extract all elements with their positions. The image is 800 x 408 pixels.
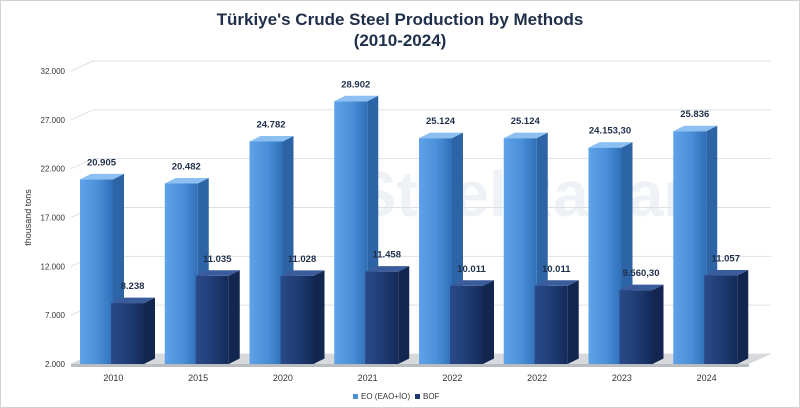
floor-front — [71, 364, 749, 367]
data-label-bof: 10.011 — [457, 264, 486, 275]
x-axis-categories: 2010 2015 2020 2021 2022 2022 2023 2024 — [103, 373, 716, 383]
x-category-label: 2015 — [188, 373, 208, 383]
bar-front — [80, 179, 113, 364]
bar-front — [619, 290, 653, 364]
legend-swatch-eo — [353, 394, 358, 399]
bar-side — [144, 297, 155, 364]
bar-top — [365, 266, 410, 272]
bar-bof — [450, 280, 494, 364]
chart-subtitle: (2010-2024) — [354, 31, 447, 50]
x-category-label: 2022 — [442, 373, 462, 383]
y-tick-label: 17.000 — [41, 214, 66, 223]
bar-front — [503, 138, 537, 364]
bar-front — [249, 141, 283, 364]
legend-label-bof: BOF — [423, 392, 440, 401]
bar-front — [164, 183, 198, 364]
data-label-bof: 9.560,30 — [623, 268, 660, 279]
grid-line-side — [70, 109, 94, 121]
bars-layer — [80, 95, 749, 364]
bar-top — [704, 270, 749, 276]
x-category-label: 2021 — [358, 373, 378, 383]
bar-bof — [195, 270, 240, 364]
grid-line-side — [70, 60, 94, 72]
data-labels-layer: 20.905 8.238 20.482 11.035 24.782 11.028 28.90… — [87, 79, 740, 292]
bar-side — [313, 270, 325, 364]
data-label-eo: 25.124 — [511, 116, 541, 127]
bar-front — [195, 275, 229, 364]
y-tick-label: 7.000 — [45, 311, 66, 320]
data-label-eo: 24.782 — [256, 119, 285, 130]
bar-top — [503, 132, 548, 139]
data-label-bof: 11.028 — [288, 254, 317, 265]
bar-top — [673, 125, 718, 132]
data-label-eo: 24.153,30 — [589, 126, 631, 137]
y-tick-label: 2.000 — [45, 360, 66, 369]
data-label-eo: 20.482 — [172, 161, 201, 172]
bar-eo — [164, 177, 209, 364]
data-label-bof: 10.011 — [542, 264, 571, 275]
bar-front — [334, 101, 368, 364]
bar-bof — [534, 280, 579, 364]
bar-front — [704, 275, 738, 364]
bar-front — [280, 275, 314, 364]
data-label-eo: 20.905 — [87, 157, 117, 168]
bar-top — [450, 280, 494, 286]
bar-side — [737, 270, 749, 364]
data-label-eo: 25.124 — [426, 116, 456, 127]
x-category-label: 2023 — [612, 373, 632, 383]
y-axis-ticks: 2.000 7.000 12.000 17.000 22.000 27.000 32.000 — [41, 67, 66, 369]
legend-swatch-bof — [415, 394, 420, 399]
x-category-label: 2020 — [273, 373, 293, 383]
bar-bof — [704, 270, 749, 364]
bar-top — [164, 177, 209, 184]
bar-top — [419, 132, 463, 139]
legend: EO (EAO+İO) BOF — [353, 392, 440, 401]
chart-title: Türkiye's Crude Steel Production by Meth… — [217, 10, 584, 29]
bar-front — [673, 131, 707, 364]
bar-top — [588, 142, 633, 148]
bar-front — [419, 138, 452, 364]
x-category-label: 2024 — [697, 373, 717, 383]
bar-eo — [673, 125, 718, 364]
x-category-label: 2022 — [527, 373, 547, 383]
legend-label-eo: EO (EAO+İO) — [361, 392, 410, 401]
y-tick-label: 12.000 — [41, 262, 66, 271]
x-category-label: 2010 — [103, 373, 123, 383]
bar-front — [588, 147, 622, 364]
bar-front — [534, 285, 568, 364]
data-label-eo: 28.902 — [341, 79, 370, 90]
data-label-bof: 11.057 — [711, 254, 740, 265]
bar-top — [80, 173, 124, 180]
bar-front — [365, 271, 399, 364]
bar-front — [111, 303, 144, 364]
bar-side — [228, 270, 240, 364]
data-label-bof: 11.458 — [372, 250, 401, 261]
data-label-eo: 25.836 — [680, 109, 709, 120]
bar-bof — [619, 284, 664, 364]
bar-top — [111, 297, 155, 304]
bar-side — [398, 266, 410, 364]
bar-front — [450, 285, 483, 364]
y-tick-label: 27.000 — [41, 116, 66, 125]
grid-line-side — [70, 158, 94, 170]
bar-bof — [280, 270, 325, 364]
bar-top — [249, 135, 294, 142]
data-label-bof: 8.238 — [121, 281, 145, 292]
bar-top — [619, 284, 664, 291]
bar-side — [652, 284, 664, 364]
y-tick-label: 32.000 — [41, 67, 66, 76]
bar-top — [280, 270, 325, 276]
y-tick-label: 22.000 — [41, 165, 66, 174]
bar-bof — [365, 266, 410, 364]
bar-top — [195, 270, 240, 276]
data-label-bof: 11.035 — [203, 254, 232, 265]
bar-bof — [111, 297, 155, 364]
bar-top — [334, 95, 379, 102]
y-axis-label: thousand tons — [23, 189, 33, 246]
bar-side — [567, 280, 579, 364]
bar-side — [483, 280, 494, 364]
bar-top — [534, 280, 579, 286]
